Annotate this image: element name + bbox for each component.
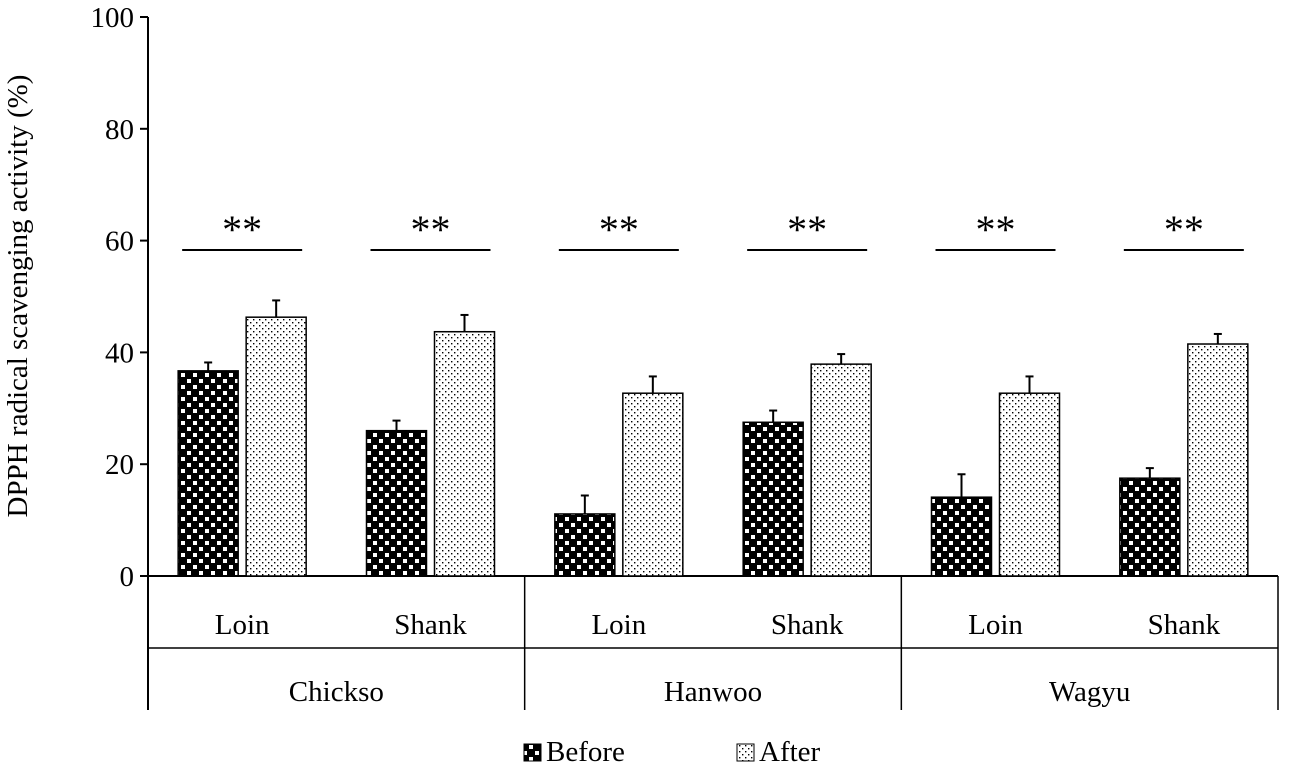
legend-swatch-after [736, 743, 755, 762]
bar-before [554, 513, 616, 577]
axes [147, 17, 1279, 710]
y-tick-label: 100 [91, 2, 135, 34]
x-group-label: Wagyu [1049, 676, 1130, 708]
x-axis-labels: Loin Shank Loin Shank Loin Shank Chickso Hanwoo… [215, 609, 1221, 708]
x-group-label: Hanwoo [664, 676, 762, 708]
x-group-label: Chickso [289, 676, 384, 708]
y-ticks: 0 20 40 60 80 100 [91, 2, 148, 593]
significance-marker: ** [787, 207, 827, 252]
legend-swatch-before [523, 743, 542, 762]
y-tick-label: 60 [105, 226, 134, 258]
significance-marker: ** [976, 207, 1016, 252]
significance-annotations: ** ** ** ** ** ** [182, 207, 1244, 252]
y-tick-label: 20 [105, 449, 134, 481]
bar-after [810, 363, 872, 577]
y-tick-label: 80 [105, 114, 134, 146]
x-category-label: Loin [215, 609, 270, 641]
significance-marker: ** [411, 207, 451, 252]
significance-marker: ** [599, 207, 639, 252]
bar-after [998, 392, 1061, 577]
bar-after [1187, 343, 1249, 577]
x-category-label: Shank [394, 609, 467, 641]
significance-marker: ** [1164, 207, 1204, 252]
y-tick-label: 40 [105, 337, 134, 369]
x-category-label: Loin [591, 609, 646, 641]
bar-before [1119, 477, 1181, 577]
y-axis-label: DPPH radical scavenging activity (%) [2, 75, 34, 518]
x-category-label: Loin [968, 609, 1023, 641]
bar-before [365, 429, 428, 577]
bar-before [742, 421, 804, 577]
bar-after [245, 316, 307, 577]
bar-after [433, 330, 496, 577]
bars [177, 316, 1249, 577]
bar-before [177, 370, 239, 577]
error-bars [204, 299, 1222, 514]
x-category-label: Shank [771, 609, 844, 641]
x-category-label: Shank [1148, 609, 1221, 641]
bar-after [622, 392, 684, 577]
y-tick-label: 0 [120, 561, 135, 593]
significance-marker: ** [222, 207, 262, 252]
legend: Before After [523, 736, 821, 768]
bar-before [930, 496, 993, 577]
legend-label-after: After [759, 736, 821, 768]
legend-label-before: Before [546, 736, 625, 768]
